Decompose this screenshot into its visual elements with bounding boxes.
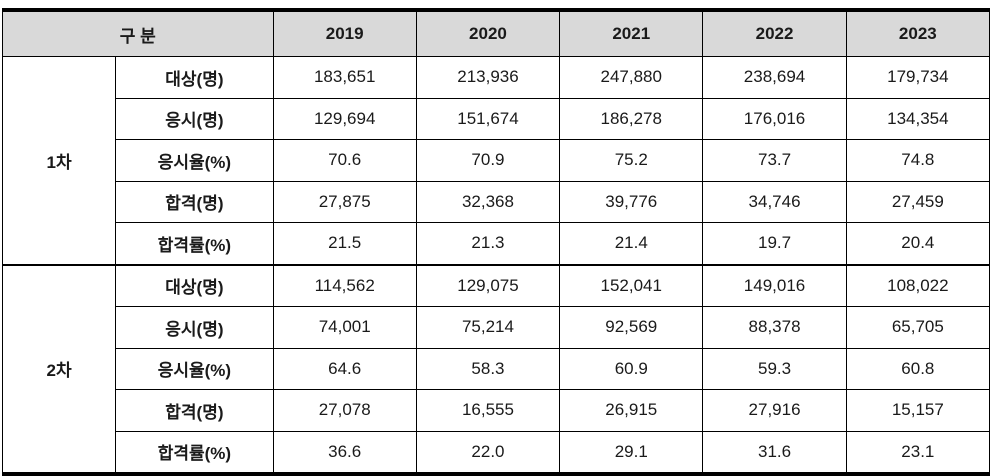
table-row: 합격(명) 27,078 16,555 26,915 27,916 15,157 <box>3 389 991 432</box>
cell-value: 32,368 <box>415 180 561 223</box>
cell-value: 108,022 <box>845 263 991 307</box>
cell-value: 27,459 <box>845 180 991 223</box>
row-label: 대상(명) <box>115 263 274 307</box>
cell-value: 59.3 <box>702 347 847 390</box>
cell-value: 15,157 <box>845 389 991 432</box>
cell-value: 75,214 <box>415 306 561 349</box>
cell-value: 70.6 <box>272 139 417 182</box>
cell-value: 31.6 <box>702 430 847 475</box>
cell-value: 27,078 <box>272 389 417 432</box>
cell-value: 134,354 <box>845 97 991 140</box>
cell-value: 16,555 <box>415 389 561 432</box>
table-row: 응시(명) 74,001 75,214 92,569 88,378 65,705 <box>3 306 991 349</box>
section-label-round-1: 1차 <box>1 56 117 265</box>
row-label: 합격(명) <box>115 389 274 432</box>
cell-value: 75.2 <box>559 139 704 182</box>
row-label: 응시율(%) <box>115 139 274 182</box>
section-round-1: 1차 대상(명) 183,651 213,936 247,880 238,694… <box>1 56 991 265</box>
cell-value: 21.4 <box>559 222 704 265</box>
header-row: 구 분 2019 2020 2021 2022 2023 <box>2 9 991 57</box>
table-row: 1차 대상(명) 183,651 213,936 247,880 238,694… <box>1 56 991 265</box>
row-label: 응시(명) <box>115 306 274 349</box>
row-label: 대상(명) <box>115 56 274 99</box>
cell-value: 60.9 <box>559 347 704 390</box>
cell-value: 60.8 <box>845 347 991 390</box>
table-row: 2차 대상(명) 114,562 129,075 152,041 149,016… <box>1 263 991 475</box>
cell-value: 39,776 <box>559 180 704 223</box>
cell-value: 27,916 <box>702 389 847 432</box>
table-row: 합격률(%) 21.5 21.3 21.4 19.7 20.4 <box>3 222 991 265</box>
header-cell-year-2020: 2020 <box>415 9 561 57</box>
header-cell-category: 구 분 <box>2 9 274 57</box>
exam-stats-table: 구 분 2019 2020 2021 2022 2023 1차 대상(명) 18… <box>1 8 991 476</box>
cell-value: 34,746 <box>702 180 847 223</box>
table-row: 합격(명) 27,875 32,368 39,776 34,746 27,459 <box>3 180 991 223</box>
table-header: 구 분 2019 2020 2021 2022 2023 <box>2 9 991 57</box>
cell-value: 70.9 <box>415 139 561 182</box>
cell-value: 114,562 <box>272 263 417 307</box>
cell-value: 129,075 <box>415 263 561 307</box>
cell-value: 176,016 <box>702 97 847 140</box>
cell-value: 36.6 <box>272 430 417 475</box>
cell-value: 74,001 <box>272 306 417 349</box>
section-round-2: 2차 대상(명) 114,562 129,075 152,041 149,016… <box>1 263 991 475</box>
cell-value: 73.7 <box>702 139 847 182</box>
cell-value: 65,705 <box>845 306 991 349</box>
cell-value: 183,651 <box>272 56 417 99</box>
cell-value: 247,880 <box>559 56 704 99</box>
cell-value: 238,694 <box>702 56 847 99</box>
header-cell-year-2019: 2019 <box>272 9 417 57</box>
cell-value: 58.3 <box>415 347 561 390</box>
header-cell-year-2022: 2022 <box>702 9 847 57</box>
cell-value: 20.4 <box>845 222 991 265</box>
cell-value: 213,936 <box>415 56 561 99</box>
table-row: 응시(명) 129,694 151,674 186,278 176,016 13… <box>3 97 991 140</box>
cell-value: 64.6 <box>272 347 417 390</box>
cell-value: 26,915 <box>559 389 704 432</box>
cell-value: 22.0 <box>415 430 561 475</box>
table-row: 응시율(%) 70.6 70.9 75.2 73.7 74.8 <box>3 139 991 182</box>
cell-value: 149,016 <box>702 263 847 307</box>
header-cell-year-2023: 2023 <box>845 9 991 57</box>
cell-value: 151,674 <box>415 97 561 140</box>
row-label: 응시(명) <box>115 97 274 140</box>
cell-value: 186,278 <box>559 97 704 140</box>
cell-value: 19.7 <box>702 222 847 265</box>
cell-value: 152,041 <box>559 263 704 307</box>
cell-value: 29.1 <box>559 430 704 475</box>
cell-value: 21.3 <box>415 222 561 265</box>
row-label: 합격(명) <box>115 180 274 223</box>
header-cell-year-2021: 2021 <box>559 9 704 57</box>
cell-value: 74.8 <box>845 139 991 182</box>
row-label: 합격률(%) <box>115 222 274 265</box>
row-label: 합격률(%) <box>115 430 274 475</box>
cell-value: 21.5 <box>272 222 417 265</box>
row-label: 응시율(%) <box>115 347 274 390</box>
table-row: 응시율(%) 64.6 58.3 60.9 59.3 60.8 <box>3 347 991 390</box>
cell-value: 92,569 <box>559 306 704 349</box>
cell-value: 88,378 <box>702 306 847 349</box>
cell-value: 179,734 <box>845 56 991 99</box>
table-row: 합격률(%) 36.6 22.0 29.1 31.6 23.1 <box>3 430 991 475</box>
cell-value: 23.1 <box>845 430 991 475</box>
section-label-round-2: 2차 <box>1 263 117 475</box>
cell-value: 27,875 <box>272 180 417 223</box>
cell-value: 129,694 <box>272 97 417 140</box>
